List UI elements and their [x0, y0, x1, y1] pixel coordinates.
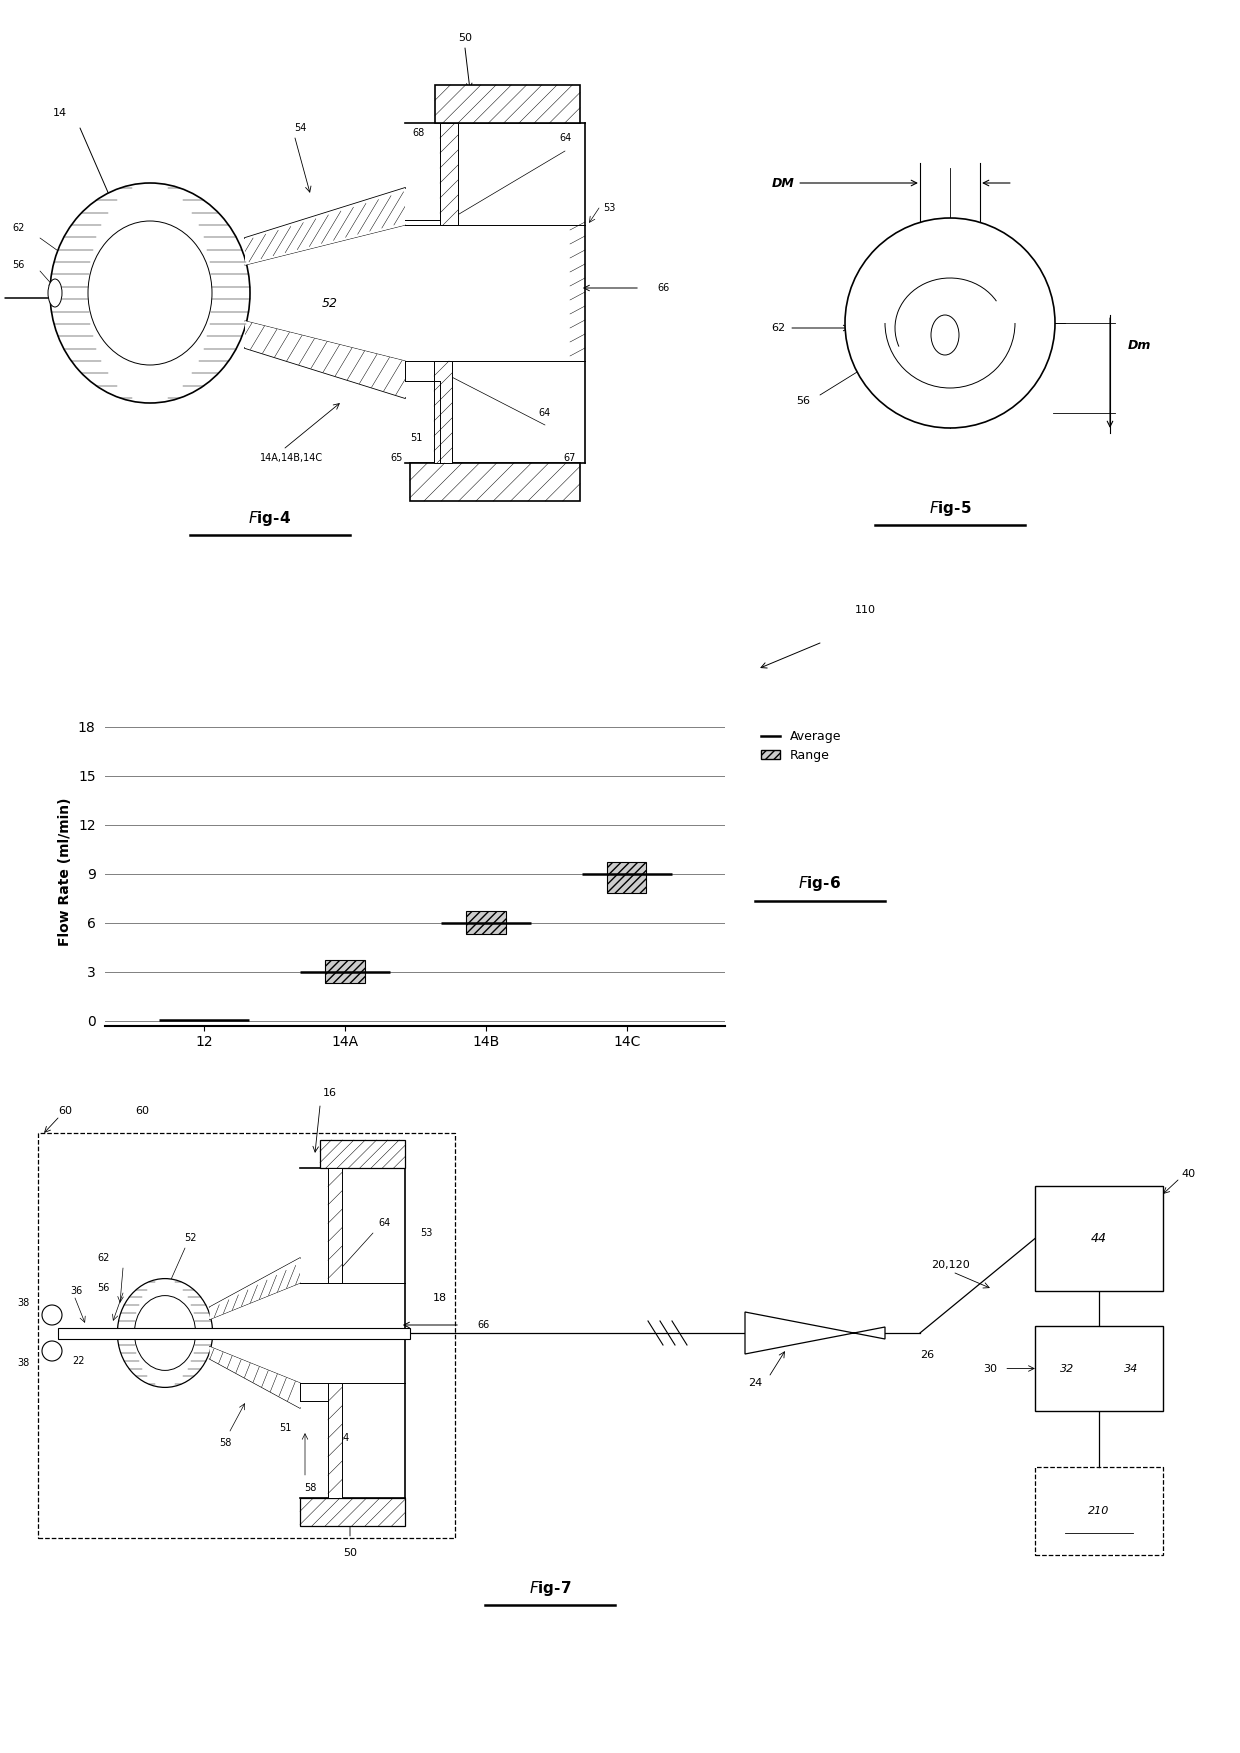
Text: 40: 40 [1180, 1169, 1195, 1180]
Text: 52: 52 [322, 296, 339, 310]
Text: 16: 16 [322, 1089, 337, 1097]
Circle shape [42, 1341, 62, 1360]
Bar [58, 1327, 410, 1339]
Bar [320, 1139, 405, 1167]
Text: 38: 38 [17, 1359, 30, 1367]
Bar [300, 1499, 405, 1527]
Circle shape [42, 1304, 62, 1325]
Text: 64: 64 [559, 133, 572, 144]
Text: 50: 50 [343, 1548, 357, 1558]
Bar [440, 123, 458, 224]
Text: 38: 38 [17, 1297, 30, 1308]
Text: 53: 53 [603, 203, 615, 214]
Text: 14: 14 [53, 109, 67, 117]
Text: 36: 36 [69, 1287, 82, 1295]
Text: 30: 30 [983, 1364, 997, 1374]
Text: $\mathit{F}$ig-6: $\mathit{F}$ig-6 [799, 873, 842, 892]
Text: 20,120: 20,120 [931, 1260, 970, 1269]
Text: 58: 58 [218, 1437, 231, 1448]
Bar [38, 1132, 455, 1537]
Text: 34: 34 [1123, 1364, 1138, 1374]
Text: 64: 64 [337, 1432, 350, 1443]
Text: 66: 66 [657, 282, 670, 293]
Text: 56: 56 [98, 1283, 110, 1294]
Legend: Average, Range: Average, Range [756, 726, 847, 768]
Bar [410, 463, 580, 501]
Text: 210: 210 [1089, 1506, 1110, 1516]
Text: DM: DM [773, 177, 795, 189]
Bar [329, 1383, 342, 1499]
Text: 51: 51 [410, 433, 423, 444]
Text: 54: 54 [294, 123, 306, 133]
Text: 60: 60 [58, 1106, 72, 1117]
Text: 62: 62 [98, 1253, 110, 1262]
Text: $\mathit{F}$ig-4: $\mathit{F}$ig-4 [248, 508, 291, 528]
Text: 68: 68 [413, 128, 425, 138]
Text: 56: 56 [796, 396, 810, 407]
Polygon shape [745, 1311, 885, 1353]
Text: 64: 64 [539, 408, 551, 417]
Bar [434, 361, 453, 463]
Text: 50: 50 [458, 33, 472, 44]
Text: 51: 51 [280, 1423, 291, 1432]
Text: 67: 67 [564, 452, 577, 463]
Bar [325, 961, 365, 983]
Polygon shape [210, 1259, 300, 1320]
Ellipse shape [88, 221, 212, 365]
Ellipse shape [50, 182, 250, 403]
Bar [435, 84, 580, 123]
Bar [329, 1167, 342, 1283]
Text: 110: 110 [856, 605, 875, 615]
Polygon shape [246, 321, 405, 398]
Text: 65: 65 [391, 452, 402, 463]
Text: Dm: Dm [1128, 338, 1152, 352]
Polygon shape [210, 1346, 300, 1408]
Bar [1035, 1187, 1163, 1290]
Text: 22: 22 [72, 1357, 84, 1366]
Ellipse shape [118, 1278, 212, 1387]
Text: 18: 18 [433, 1294, 448, 1302]
Text: 58: 58 [304, 1483, 316, 1494]
Text: $\mathit{F}$ig-7: $\mathit{F}$ig-7 [528, 1578, 572, 1597]
Text: 32: 32 [1060, 1364, 1074, 1374]
Text: 60: 60 [135, 1106, 149, 1117]
Circle shape [844, 217, 1055, 428]
Ellipse shape [931, 316, 959, 356]
Polygon shape [246, 188, 405, 265]
Text: 52: 52 [184, 1232, 196, 1243]
Bar [608, 862, 646, 894]
Bar [466, 912, 506, 934]
Text: 24: 24 [748, 1378, 763, 1388]
Text: 44: 44 [1091, 1232, 1107, 1245]
Text: 26: 26 [920, 1350, 934, 1360]
Text: 56: 56 [12, 259, 25, 270]
Text: $\mathit{F}$ig-5: $\mathit{F}$ig-5 [929, 498, 971, 517]
Text: 62: 62 [12, 223, 25, 233]
Text: 14A,14B,14C: 14A,14B,14C [260, 452, 324, 463]
Text: 53: 53 [420, 1229, 433, 1238]
Bar [1035, 1325, 1163, 1411]
Text: 66: 66 [477, 1320, 490, 1331]
Ellipse shape [48, 279, 62, 307]
Y-axis label: Flow Rate (ml/min): Flow Rate (ml/min) [58, 798, 72, 947]
Text: 62: 62 [771, 323, 785, 333]
Bar [1035, 1467, 1163, 1555]
Ellipse shape [134, 1295, 196, 1371]
Text: 64: 64 [378, 1218, 391, 1229]
